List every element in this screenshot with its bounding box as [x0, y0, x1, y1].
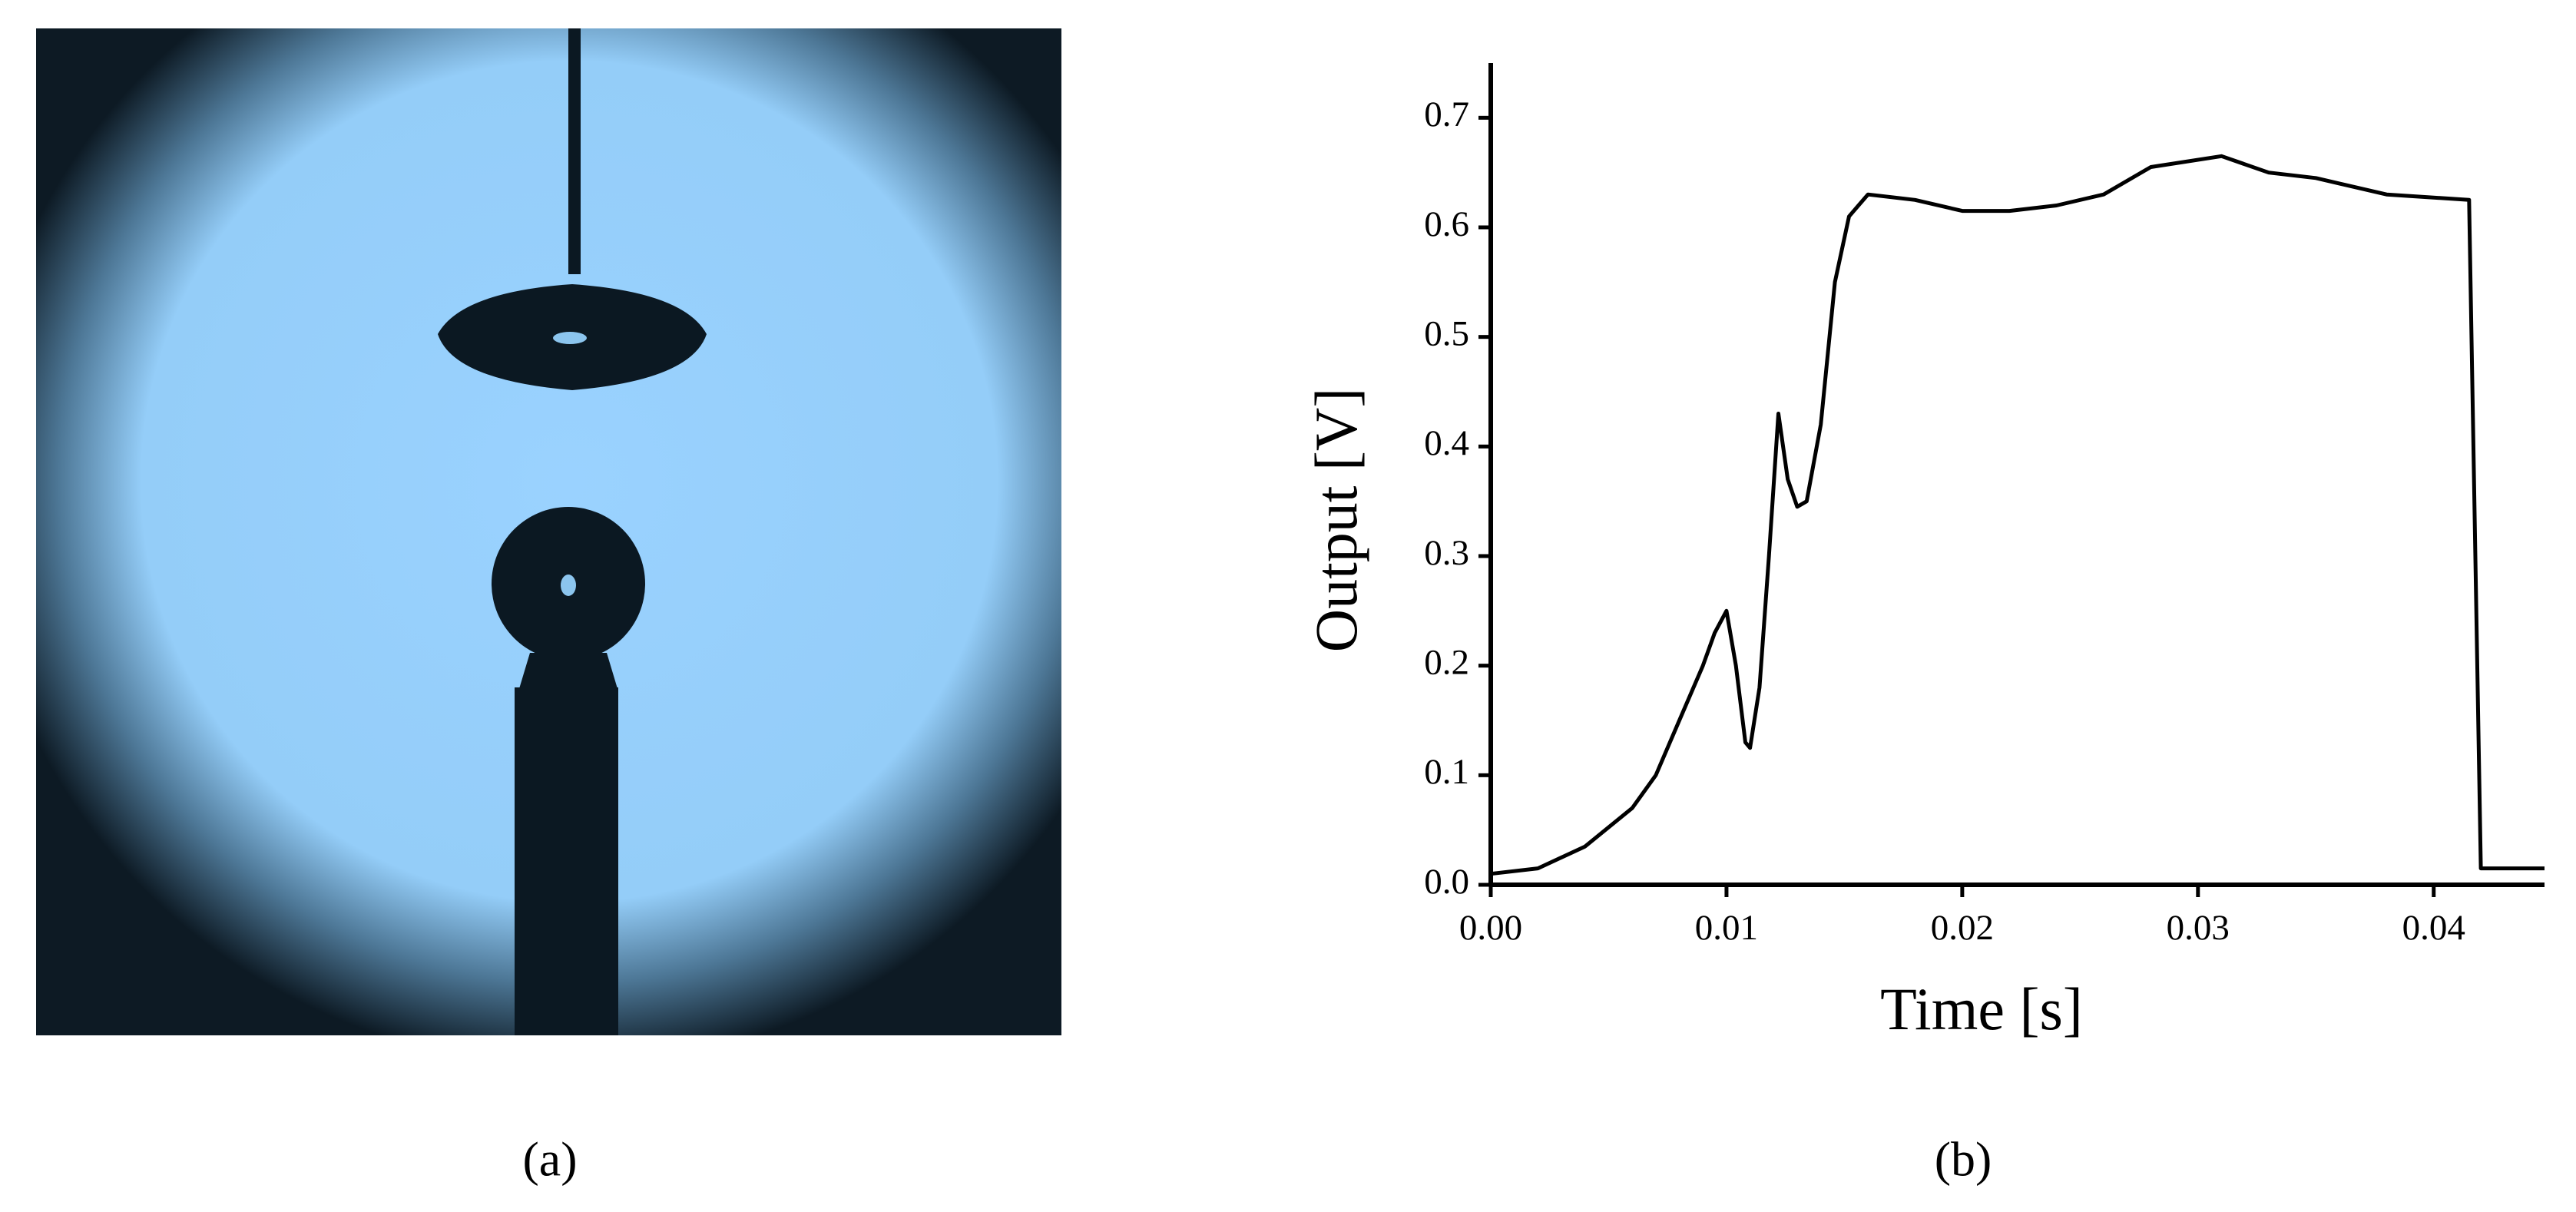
- y-tick-label: 0.5: [1424, 313, 1469, 353]
- panel-label: (a): [522, 1132, 577, 1187]
- x-tick-label: 0.00: [1459, 908, 1522, 948]
- y-tick-label: 0.3: [1424, 533, 1469, 573]
- y-tick-label: 0.6: [1424, 204, 1469, 244]
- x-tick-label: 0.02: [1931, 908, 1994, 948]
- x-tick-label: 0.04: [2402, 908, 2465, 948]
- x-axis-title: Time [s]: [1880, 975, 2083, 1042]
- y-tick-label: 0.0: [1424, 862, 1469, 902]
- y-tick-label: 0.7: [1424, 94, 1469, 134]
- y-tick-label: 0.4: [1424, 423, 1469, 463]
- y-tick-label: 0.2: [1424, 642, 1469, 682]
- y-tick-label: 0.1: [1424, 752, 1469, 792]
- x-tick-label: 0.03: [2167, 908, 2230, 948]
- y-axis-title: Output [V]: [1303, 388, 1369, 652]
- data-line: [1490, 154, 2545, 876]
- x-tick-label: 0.01: [1695, 908, 1758, 948]
- photo: [36, 28, 1061, 1035]
- panel-label: (b): [1935, 1132, 1992, 1187]
